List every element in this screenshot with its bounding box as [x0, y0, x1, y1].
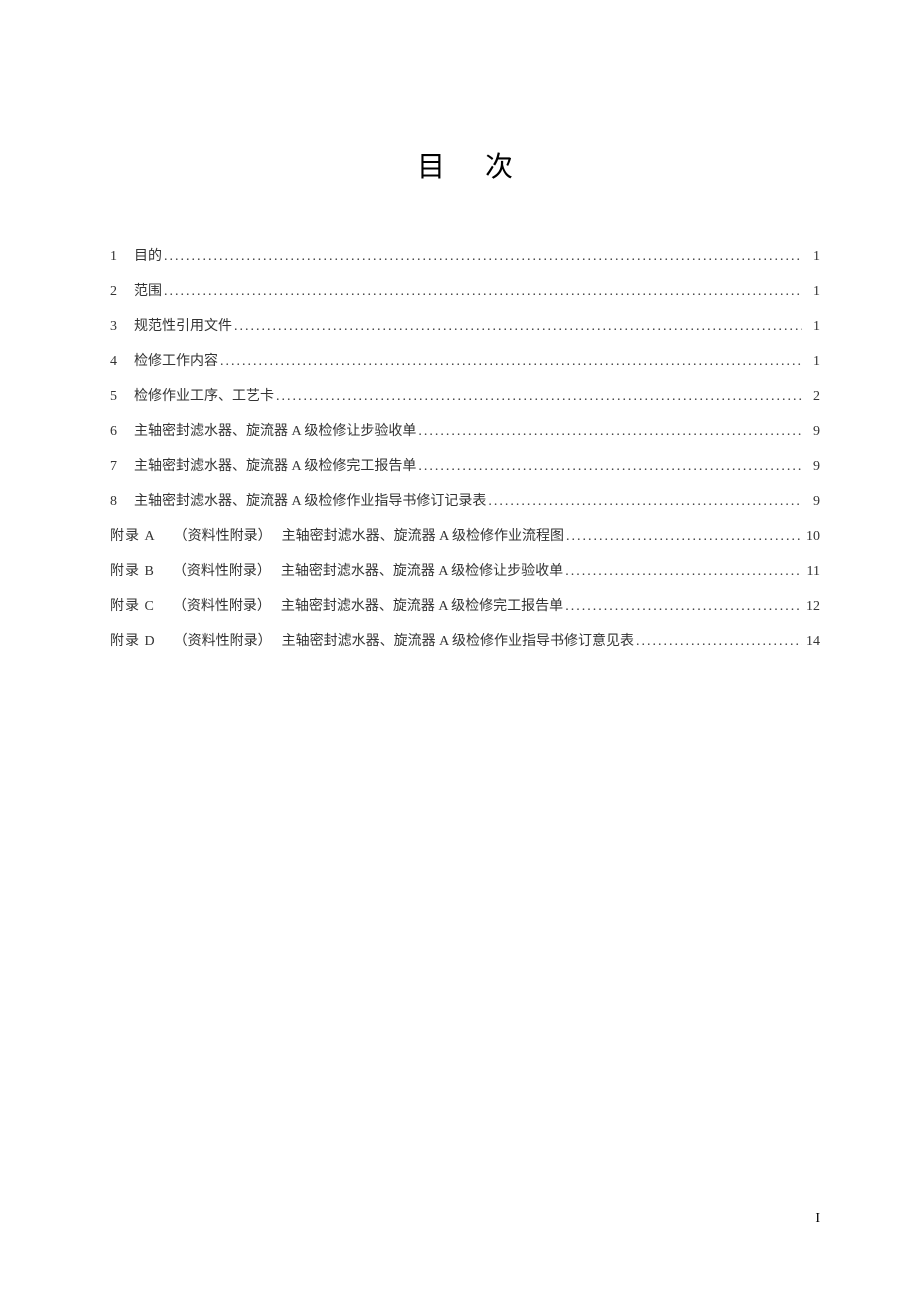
toc-text: 主轴密封滤水器、旋流器 A 级检修让步验收单: [281, 560, 563, 580]
toc-number: 8: [110, 494, 134, 510]
toc-leader: [416, 459, 802, 475]
toc-entry: 1 目的 1: [110, 245, 820, 265]
toc-number: 7: [110, 459, 134, 475]
toc-entry: 5 检修作业工序、工艺卡 2: [110, 385, 820, 405]
toc-entry: 2 范围 1: [110, 280, 820, 300]
toc-appendix-label: 附录 C: [110, 595, 155, 615]
toc-entry: 8 主轴密封滤水器、旋流器 A 级检修作业指导书修订记录表 9: [110, 490, 820, 510]
toc-leader: [162, 249, 802, 265]
toc-text: 规范性引用文件: [134, 315, 232, 335]
toc-number: 4: [110, 354, 134, 370]
toc-appendix-entry: 附录 D （资料性附录） 主轴密封滤水器、旋流器 A 级检修作业指导书修订意见表…: [110, 630, 820, 650]
toc-page: 1: [802, 354, 820, 370]
toc-text: 主轴密封滤水器、旋流器 A 级检修让步验收单: [134, 420, 416, 440]
toc-text: 主轴密封滤水器、旋流器 A 级检修作业流程图: [282, 525, 564, 545]
toc-leader: [563, 599, 802, 615]
toc-appendix-entry: 附录 A （资料性附录） 主轴密封滤水器、旋流器 A 级检修作业流程图 10: [110, 525, 820, 545]
toc-page: 10: [802, 529, 820, 545]
toc-entry: 6 主轴密封滤水器、旋流器 A 级检修让步验收单 9: [110, 420, 820, 440]
toc-appendix-label: 附录 D: [110, 630, 156, 650]
toc-leader: [564, 529, 802, 545]
document-page: 目次 1 目的 1 2 范围 1 3 规范性引用文件 1 4 检修工作内容 1 …: [0, 0, 920, 650]
toc-appendix-type: （资料性附录）: [173, 595, 271, 615]
toc-number: 1: [110, 249, 134, 265]
toc-leader: [232, 319, 802, 335]
toc-page: 1: [802, 319, 820, 335]
toc-leader: [162, 284, 802, 300]
toc-leader: [416, 424, 802, 440]
toc-leader: [634, 634, 802, 650]
toc-appendix-label: 附录 A: [110, 525, 156, 545]
toc-page: 9: [802, 459, 820, 475]
toc-page: 12: [802, 599, 820, 615]
toc-entry: 3 规范性引用文件 1: [110, 315, 820, 335]
toc-page: 14: [802, 634, 820, 650]
toc-page: 2: [802, 389, 820, 405]
toc-text: 检修作业工序、工艺卡: [134, 385, 274, 405]
toc-leader: [218, 354, 802, 370]
toc-leader: [274, 389, 802, 405]
toc-text: 主轴密封滤水器、旋流器 A 级检修作业指导书修订意见表: [282, 630, 634, 650]
toc-page: 9: [802, 494, 820, 510]
toc-number: 6: [110, 424, 134, 440]
toc-entry: 4 检修工作内容 1: [110, 350, 820, 370]
toc-leader: [486, 494, 802, 510]
toc-text: 范围: [134, 280, 162, 300]
toc-appendix-type: （资料性附录）: [173, 560, 271, 580]
toc-appendix-type: （资料性附录）: [174, 630, 272, 650]
toc-appendix-entry: 附录 B （资料性附录） 主轴密封滤水器、旋流器 A 级检修让步验收单 11: [110, 560, 820, 580]
toc-text: 目的: [134, 245, 162, 265]
toc-page: 9: [802, 424, 820, 440]
toc-page: 1: [802, 284, 820, 300]
toc-appendix-label: 附录 B: [110, 560, 155, 580]
toc-number: 3: [110, 319, 134, 335]
toc-entry: 7 主轴密封滤水器、旋流器 A 级检修完工报告单 9: [110, 455, 820, 475]
toc-text: 主轴密封滤水器、旋流器 A 级检修完工报告单: [281, 595, 563, 615]
toc-text: 检修工作内容: [134, 350, 218, 370]
table-of-contents: 1 目的 1 2 范围 1 3 规范性引用文件 1 4 检修工作内容 1 5 检…: [110, 245, 820, 650]
page-number: I: [815, 1211, 820, 1227]
toc-appendix-type: （资料性附录）: [174, 525, 272, 545]
toc-title: 目次: [110, 145, 820, 185]
toc-page: 11: [802, 564, 820, 580]
toc-leader: [563, 564, 802, 580]
toc-number: 5: [110, 389, 134, 405]
toc-page: 1: [802, 249, 820, 265]
toc-appendix-entry: 附录 C （资料性附录） 主轴密封滤水器、旋流器 A 级检修完工报告单 12: [110, 595, 820, 615]
toc-text: 主轴密封滤水器、旋流器 A 级检修完工报告单: [134, 455, 416, 475]
toc-number: 2: [110, 284, 134, 300]
toc-text: 主轴密封滤水器、旋流器 A 级检修作业指导书修订记录表: [134, 490, 486, 510]
